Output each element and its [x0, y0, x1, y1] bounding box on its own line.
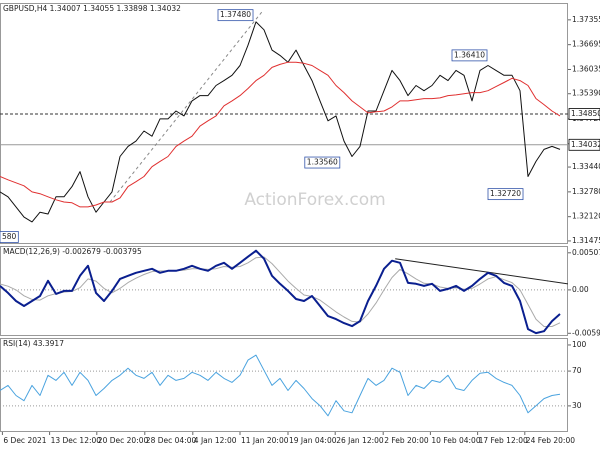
x-tick-label: 13 Dec 12:00: [51, 436, 102, 445]
y-tick-label: 0.00507: [572, 248, 600, 257]
y-tick-label: 1.36035: [572, 64, 600, 73]
series-line: [0, 354, 561, 417]
y-tick-label: 1.32780: [572, 187, 600, 196]
x-tick-label: 4 Jan 12:00: [194, 436, 237, 445]
series-line: [0, 21, 561, 223]
price-label: 1.34032: [571, 140, 600, 149]
x-tick-label: 28 Dec 04:00: [146, 436, 197, 445]
panel-title: GBPUSD,H4 1.34007 1.34055 1.33898 1.3403…: [3, 4, 181, 13]
y-tick-label: 70: [572, 366, 582, 375]
plot-area: [0, 354, 568, 417]
price-label-box: [568, 138, 600, 151]
annotation-label: 580: [2, 232, 17, 241]
panel-frame: [0, 3, 568, 244]
panel-title: RSI(14) 43.3917: [3, 339, 64, 348]
panel-frame: [0, 246, 568, 336]
annotation-label: 1.33560: [307, 158, 338, 167]
annotation-box: [487, 188, 524, 201]
y-tick-label: 0.00: [572, 285, 589, 294]
x-tick-label: 11 Jan 20:00: [241, 436, 289, 445]
annotation-box: [304, 156, 341, 169]
annotation-label: 1.36410: [454, 50, 485, 59]
y-tick-label: 1.37355: [572, 15, 600, 24]
x-tick-label: 17 Feb 12:00: [479, 436, 528, 445]
x-tick-label: 19 Jan 04:00: [289, 436, 337, 445]
annotation-label: 1.37480: [220, 10, 251, 19]
plot-area: [0, 249, 568, 335]
trend-line: [395, 258, 568, 285]
y-tick-label: 100: [572, 340, 587, 349]
series-line: [0, 61, 561, 208]
annotation-box: [0, 231, 19, 243]
annotation-label: 1.32720: [490, 189, 521, 198]
y-tick-label: 1.36695: [572, 40, 600, 49]
plot-area: [0, 11, 568, 223]
annotation-box: [217, 9, 254, 22]
trend-line: [109, 11, 263, 203]
watermark: ActionForex.com: [244, 190, 385, 210]
x-tick-label: 10 Feb 04:00: [431, 436, 480, 445]
x-tick-label: 20 Dec 20:00: [98, 436, 149, 445]
y-tick-label: -0.00593: [572, 328, 600, 337]
price-label: 1.34850: [571, 109, 600, 118]
price-label-box: [568, 108, 600, 120]
y-tick-label: 1.32120: [572, 212, 600, 221]
x-tick-label: 6 Dec 2021: [3, 436, 46, 445]
x-tick-label: 26 Jan 12:00: [336, 436, 384, 445]
y-tick-label: 30: [572, 401, 582, 410]
y-tick-label: 1.35390: [572, 89, 600, 98]
x-tick-label: 2 Feb 20:00: [384, 436, 429, 445]
x-tick-label: 24 Feb 20:00: [526, 436, 575, 445]
panel-frame: [0, 338, 568, 432]
y-tick-label: 1.31475: [572, 236, 600, 245]
y-tick-label: 1.33440: [572, 162, 600, 171]
series-line: [0, 249, 561, 335]
annotation-box: [451, 49, 488, 62]
panel-title: MACD(12,26,9) -0.002679 -0.003795: [3, 247, 142, 256]
